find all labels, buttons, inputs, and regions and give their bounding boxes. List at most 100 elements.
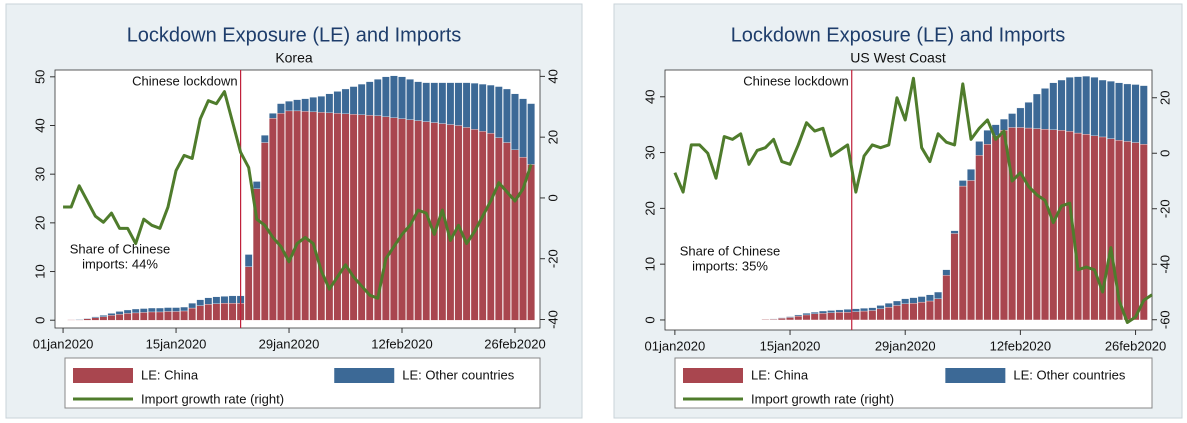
bar (827, 312, 836, 321)
chart-subtitle: Korea (275, 50, 313, 66)
bar (1024, 102, 1033, 129)
legend-swatch (73, 368, 133, 383)
bar (357, 83, 366, 115)
bar (942, 275, 951, 321)
bar (519, 98, 527, 158)
bar (196, 305, 205, 321)
bar (958, 185, 967, 321)
bar (454, 125, 463, 321)
bar (1107, 81, 1115, 139)
y-tick-label: 30 (642, 145, 657, 159)
y2-tick-label: -40 (545, 310, 560, 329)
bar (285, 110, 293, 321)
bar (252, 181, 261, 189)
bar (204, 297, 213, 305)
bar (131, 312, 140, 321)
bar (819, 313, 827, 321)
bar (851, 311, 860, 321)
bar (794, 314, 803, 317)
bar (810, 311, 819, 314)
y-tick-label: 40 (642, 90, 657, 104)
bar (115, 311, 124, 315)
bar (301, 98, 309, 112)
bar (1074, 132, 1082, 321)
bar (835, 311, 844, 321)
bar (301, 111, 309, 321)
y2-tick-label: -20 (1157, 199, 1172, 218)
bar (1090, 77, 1099, 136)
bar (123, 313, 132, 321)
bar (909, 303, 918, 321)
bar (462, 127, 471, 321)
bar (107, 315, 116, 321)
bar (406, 79, 414, 120)
bar (901, 298, 910, 304)
x-tick-label: 29jan2020 (259, 336, 320, 351)
bar (794, 315, 803, 321)
bar (349, 86, 358, 115)
bar (293, 99, 301, 112)
bar (285, 101, 293, 112)
bar (172, 307, 180, 312)
bar (983, 144, 992, 321)
bar (204, 303, 213, 321)
bar (277, 113, 285, 321)
bar (950, 233, 959, 321)
x-tick-label: 26feb2020 (1105, 338, 1166, 353)
note: Share of Chinese (70, 241, 170, 256)
bar (901, 303, 910, 321)
bar (1041, 88, 1049, 130)
bar (1008, 113, 1017, 128)
chart-subtitle: US West Coast (850, 50, 946, 66)
bar (1041, 128, 1049, 321)
bar (212, 296, 221, 304)
bar (446, 124, 455, 321)
bar (983, 130, 992, 145)
note: imports: 35% (692, 258, 768, 273)
bar (1082, 75, 1091, 135)
bar (1049, 129, 1058, 321)
annotation-label: Chinese lockdown (743, 73, 849, 88)
y-tick-label: 30 (32, 167, 47, 181)
bar (835, 309, 844, 313)
bar (333, 113, 342, 321)
bar (107, 313, 116, 316)
bar (917, 296, 926, 303)
bar (1032, 128, 1041, 321)
bar (926, 294, 934, 302)
bar (884, 303, 893, 308)
bar (868, 307, 877, 311)
bar (446, 82, 455, 125)
bar (777, 317, 786, 319)
bar (164, 311, 172, 321)
bar (349, 114, 358, 321)
x-tick-label: 29jan2020 (875, 338, 936, 353)
y2-tick-label: 20 (545, 130, 560, 144)
bar (261, 135, 269, 143)
bar (786, 316, 794, 318)
bar (398, 76, 406, 119)
bar (478, 83, 487, 132)
bar (860, 310, 868, 321)
bar (156, 307, 164, 313)
bar (950, 230, 959, 234)
bar (934, 291, 942, 299)
bar (843, 309, 852, 313)
bar (991, 135, 1000, 321)
x-tick-label: 15jan2020 (146, 336, 207, 351)
y2-tick-label: -40 (1157, 255, 1172, 274)
bar (269, 118, 277, 321)
bar (1049, 82, 1058, 130)
bar (1016, 107, 1025, 128)
bar (139, 312, 148, 321)
bar (975, 141, 984, 156)
bar (220, 303, 229, 321)
bar (470, 82, 479, 130)
bar (819, 310, 827, 314)
bar (486, 84, 495, 134)
legend-swatch (945, 368, 1006, 383)
chart-title: Lockdown Exposure (LE) and Imports (127, 24, 462, 46)
bar (309, 111, 318, 321)
y2-tick-label: 40 (545, 69, 560, 83)
bar (91, 316, 100, 318)
